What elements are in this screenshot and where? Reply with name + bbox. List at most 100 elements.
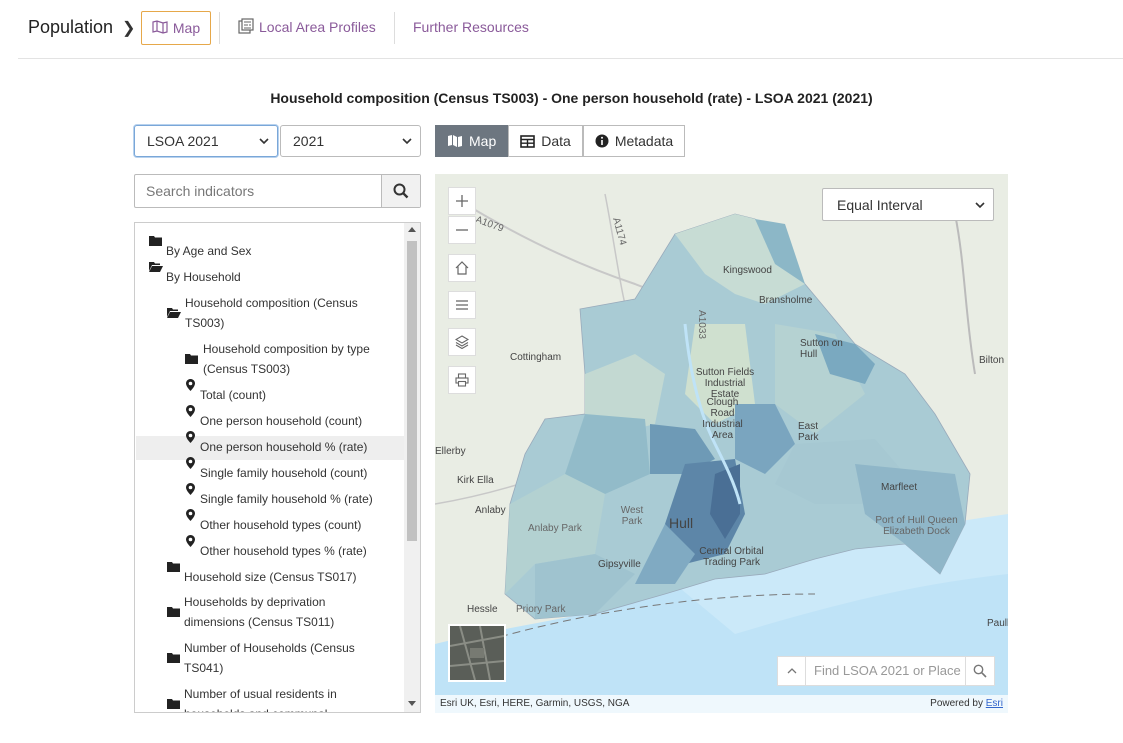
- info-icon: [595, 134, 609, 148]
- place-label: Port of Hull Queen Elizabeth Dock: [875, 515, 958, 537]
- home-icon: [455, 261, 469, 275]
- expand-search-button[interactable]: [778, 657, 806, 685]
- chevron-down-icon: [259, 138, 269, 145]
- folder-icon: [185, 354, 198, 364]
- year-select-value: 2021: [293, 133, 325, 149]
- layers-button[interactable]: [448, 328, 476, 356]
- tree-scrollbar[interactable]: [404, 223, 420, 712]
- nav-separator: [394, 12, 395, 44]
- tab-data-label: Data: [541, 133, 571, 149]
- map-attribution: Esri UK, Esri, HERE, Garmin, USGS, NGA P…: [435, 695, 1008, 713]
- folder-icon: [167, 607, 180, 617]
- zoom-in-icon: [456, 195, 468, 207]
- breadcrumb-population[interactable]: Population: [28, 17, 114, 37]
- nav-map-button[interactable]: Map: [141, 11, 211, 45]
- view-tabs: Map Data Metadata: [435, 125, 686, 157]
- profile-icon: [238, 17, 254, 37]
- print-button[interactable]: [448, 366, 476, 394]
- zoom-out-icon: [456, 229, 468, 231]
- classification-select[interactable]: Equal Interval: [822, 188, 994, 221]
- esri-link[interactable]: Esri: [985, 698, 1003, 709]
- tab-map-label: Map: [469, 133, 497, 149]
- folder-icon: [167, 562, 180, 572]
- map-icon: [448, 135, 462, 147]
- zoom-out-button[interactable]: [448, 216, 476, 244]
- map-marker-icon: [186, 509, 195, 521]
- folder-open-icon: [167, 308, 181, 318]
- place-label: Clough Road Industrial Area: [702, 397, 743, 441]
- map-marker-icon: [186, 535, 195, 547]
- classification-select-value: Equal Interval: [837, 197, 923, 213]
- place-label: Sutton on Hull: [800, 338, 843, 360]
- place-label: Kirk Ella: [457, 475, 494, 486]
- satellite-thumbnail-icon: [449, 625, 505, 681]
- tab-map[interactable]: Map: [435, 125, 509, 157]
- find-place-input[interactable]: Find LSOA 2021 or Place: [814, 663, 961, 678]
- tab-data[interactable]: Data: [508, 125, 583, 157]
- search-icon: [393, 183, 409, 199]
- list-icon: [456, 300, 468, 310]
- zoom-in-button[interactable]: [448, 187, 476, 215]
- indicator-search: Search indicators: [134, 174, 421, 208]
- chevron-down-icon: [402, 138, 412, 145]
- tab-metadata[interactable]: Metadata: [582, 125, 686, 157]
- map-marker-icon: [186, 405, 195, 417]
- print-icon: [455, 373, 469, 387]
- map-marker-icon: [186, 483, 195, 495]
- tab-metadata-label: Metadata: [614, 133, 674, 149]
- search-input[interactable]: Search indicators: [146, 183, 255, 199]
- nav-further-resources-label: Further Resources: [413, 19, 529, 35]
- place-label: Anlaby Park: [528, 523, 582, 534]
- top-navigation: Population ❯ Map Local Area Profiles Fur…: [0, 0, 1123, 59]
- breadcrumb-chevron-icon: ❯: [122, 20, 136, 37]
- map-marker-icon: [186, 379, 195, 391]
- folder-icon: [167, 699, 180, 709]
- search-button[interactable]: [381, 175, 420, 207]
- tree-item-household-composition[interactable]: Household composition (Census TS003): [167, 293, 367, 333]
- tree-item-number-of-usual-residents[interactable]: Number of usual residents in households …: [167, 684, 367, 712]
- tree-item-households-by-deprivation[interactable]: Households by deprivation dimensions (Ce…: [167, 592, 367, 632]
- year-select[interactable]: 2021: [280, 125, 421, 157]
- scroll-thumb[interactable]: [407, 241, 417, 541]
- nav-local-area-profiles-button[interactable]: Local Area Profiles: [238, 11, 376, 43]
- place-label: Paull: [987, 618, 1008, 629]
- tree-item-household-composition-by-type[interactable]: Household composition by type (Census TS…: [185, 339, 385, 379]
- tree-item-number-of-households[interactable]: Number of Households (Census TS041): [167, 638, 367, 678]
- place-label: Bransholme: [759, 295, 813, 306]
- attribution-text: Esri UK, Esri, HERE, Garmin, USGS, NGA: [440, 698, 630, 709]
- place-label: Kingswood: [723, 265, 772, 276]
- basemap-toggle[interactable]: [448, 624, 506, 682]
- legend-button[interactable]: [448, 291, 476, 319]
- find-place-search-button[interactable]: [965, 657, 994, 685]
- scroll-up-icon[interactable]: [408, 227, 416, 232]
- place-label: Sutton Fields Industrial Estate: [695, 367, 755, 400]
- place-label: Priory Park: [516, 604, 566, 615]
- scroll-down-icon[interactable]: [408, 701, 416, 706]
- search-icon: [973, 664, 987, 678]
- place-label: Central Orbital Trading Park: [699, 546, 764, 568]
- place-label: West Park: [620, 505, 644, 527]
- folder-icon: [167, 653, 180, 663]
- place-label: Ellerby: [435, 446, 466, 457]
- map-icon: [152, 19, 168, 37]
- nav-further-resources-button[interactable]: Further Resources: [413, 11, 529, 43]
- layers-icon: [455, 335, 469, 349]
- indicator-tree: By Age and Sex By Household Household co…: [134, 222, 421, 713]
- place-label: Cottingham: [510, 352, 562, 363]
- place-label: Anlaby: [475, 505, 506, 516]
- place-label: Bilton: [979, 355, 1005, 366]
- chevron-down-icon: [975, 202, 985, 209]
- find-place-search: Find LSOA 2021 or Place: [777, 656, 995, 686]
- folder-icon: [149, 236, 162, 246]
- powered-by: Powered by Esri: [930, 698, 1003, 709]
- place-label: Gipsyville: [598, 559, 641, 570]
- geography-select[interactable]: LSOA 2021: [134, 125, 278, 157]
- choropleth-map: [435, 193, 1008, 713]
- selected-row-highlight: [136, 436, 405, 460]
- home-button[interactable]: [448, 254, 476, 282]
- nav-map-label: Map: [172, 20, 201, 36]
- table-icon: [520, 134, 536, 148]
- map-view[interactable]: Kingswood Bransholme Cottingham Sutton o…: [435, 174, 1008, 713]
- header-divider: [18, 58, 1123, 59]
- powered-by-text: Powered by: [930, 698, 983, 709]
